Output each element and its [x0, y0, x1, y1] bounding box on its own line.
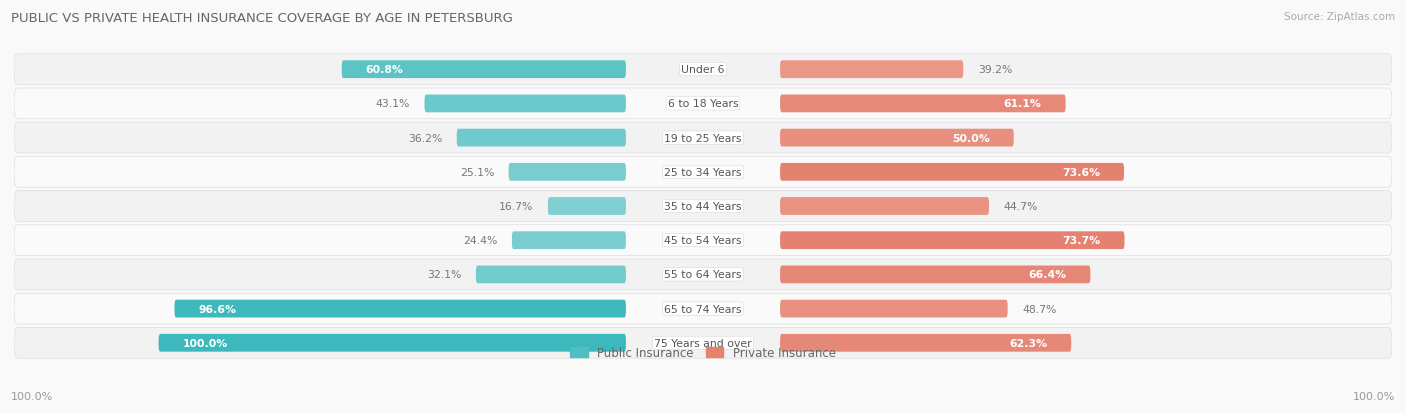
FancyBboxPatch shape: [14, 328, 1392, 358]
FancyBboxPatch shape: [174, 300, 626, 318]
Text: 16.7%: 16.7%: [499, 202, 533, 211]
Text: 32.1%: 32.1%: [427, 270, 461, 280]
Text: 75 Years and over: 75 Years and over: [654, 338, 752, 348]
Text: 6 to 18 Years: 6 to 18 Years: [668, 99, 738, 109]
FancyBboxPatch shape: [14, 259, 1392, 290]
Text: 60.8%: 60.8%: [366, 65, 404, 75]
FancyBboxPatch shape: [780, 61, 963, 79]
Text: Under 6: Under 6: [682, 65, 724, 75]
FancyBboxPatch shape: [14, 89, 1392, 119]
Text: 45 to 54 Years: 45 to 54 Years: [664, 236, 742, 246]
FancyBboxPatch shape: [780, 300, 1008, 318]
Text: 96.6%: 96.6%: [198, 304, 236, 314]
FancyBboxPatch shape: [14, 157, 1392, 188]
FancyBboxPatch shape: [780, 232, 1125, 249]
Text: 25 to 34 Years: 25 to 34 Years: [664, 167, 742, 177]
FancyBboxPatch shape: [475, 266, 626, 284]
Text: 61.1%: 61.1%: [1004, 99, 1042, 109]
Text: 73.6%: 73.6%: [1062, 167, 1099, 177]
FancyBboxPatch shape: [780, 95, 1066, 113]
Text: Source: ZipAtlas.com: Source: ZipAtlas.com: [1284, 12, 1395, 22]
Text: 62.3%: 62.3%: [1010, 338, 1047, 348]
Text: 19 to 25 Years: 19 to 25 Years: [664, 133, 742, 143]
Text: 44.7%: 44.7%: [1004, 202, 1038, 211]
Text: 35 to 44 Years: 35 to 44 Years: [664, 202, 742, 211]
FancyBboxPatch shape: [780, 334, 1071, 352]
FancyBboxPatch shape: [457, 129, 626, 147]
Text: 100.0%: 100.0%: [1353, 391, 1395, 401]
FancyBboxPatch shape: [780, 266, 1091, 284]
Text: 24.4%: 24.4%: [463, 236, 498, 246]
Text: PUBLIC VS PRIVATE HEALTH INSURANCE COVERAGE BY AGE IN PETERSBURG: PUBLIC VS PRIVATE HEALTH INSURANCE COVER…: [11, 12, 513, 25]
Text: 65 to 74 Years: 65 to 74 Years: [664, 304, 742, 314]
FancyBboxPatch shape: [14, 294, 1392, 324]
Text: 36.2%: 36.2%: [408, 133, 443, 143]
FancyBboxPatch shape: [780, 129, 1014, 147]
FancyBboxPatch shape: [159, 334, 626, 352]
Text: 100.0%: 100.0%: [11, 391, 53, 401]
FancyBboxPatch shape: [14, 191, 1392, 222]
Text: 50.0%: 50.0%: [952, 133, 990, 143]
Text: 43.1%: 43.1%: [375, 99, 411, 109]
FancyBboxPatch shape: [14, 225, 1392, 256]
FancyBboxPatch shape: [780, 198, 988, 215]
FancyBboxPatch shape: [548, 198, 626, 215]
Text: 100.0%: 100.0%: [183, 338, 228, 348]
FancyBboxPatch shape: [780, 164, 1123, 181]
Text: 73.7%: 73.7%: [1063, 236, 1101, 246]
Legend: Public Insurance, Private Insurance: Public Insurance, Private Insurance: [565, 342, 841, 364]
FancyBboxPatch shape: [14, 55, 1392, 85]
FancyBboxPatch shape: [14, 123, 1392, 154]
Text: 25.1%: 25.1%: [460, 167, 494, 177]
FancyBboxPatch shape: [512, 232, 626, 249]
FancyBboxPatch shape: [509, 164, 626, 181]
Text: 55 to 64 Years: 55 to 64 Years: [664, 270, 742, 280]
FancyBboxPatch shape: [342, 61, 626, 79]
Text: 39.2%: 39.2%: [977, 65, 1012, 75]
FancyBboxPatch shape: [425, 95, 626, 113]
Text: 66.4%: 66.4%: [1028, 270, 1066, 280]
Text: 48.7%: 48.7%: [1022, 304, 1056, 314]
